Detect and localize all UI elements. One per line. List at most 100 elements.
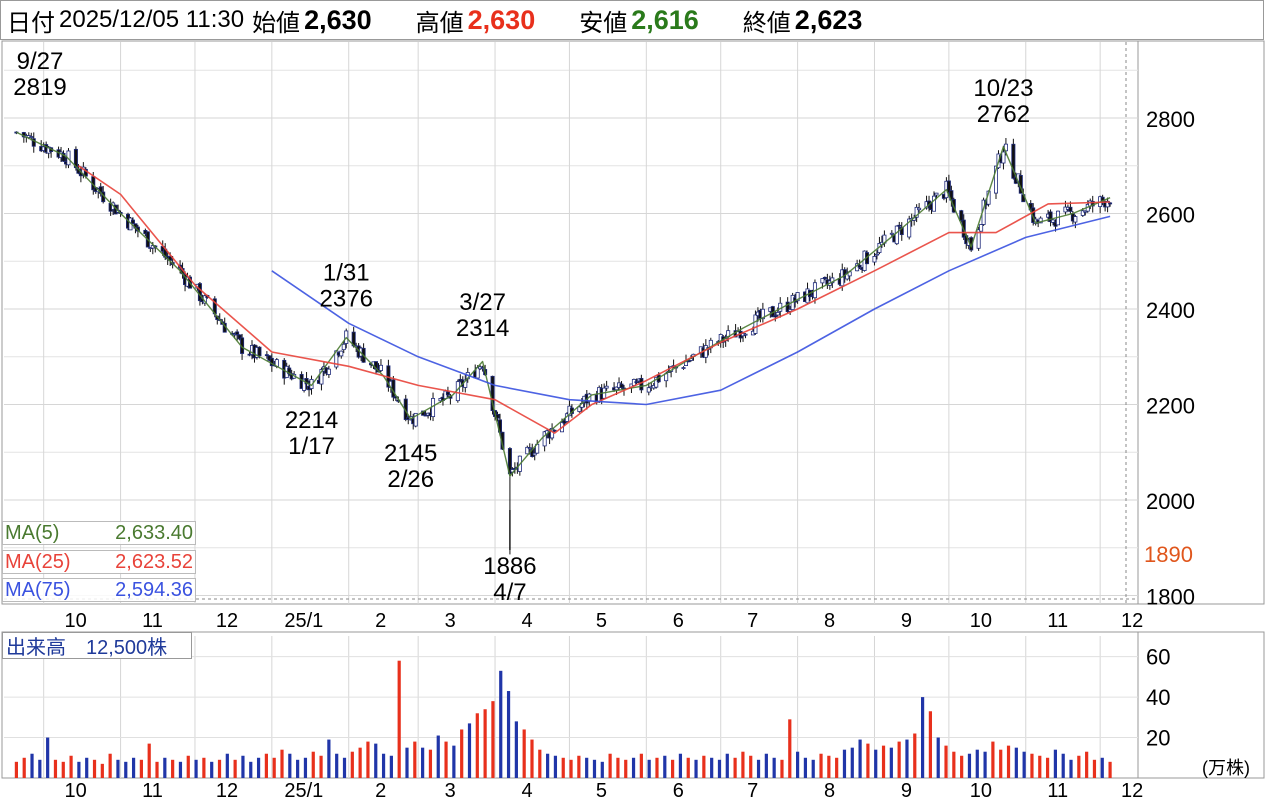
volume-bar — [405, 747, 409, 778]
price-tick-label: 2000 — [1146, 489, 1195, 514]
volume-month-label: 25/1 — [284, 780, 323, 802]
volume-bar — [881, 745, 886, 778]
volume-bar — [928, 711, 933, 778]
volume-bar — [147, 743, 151, 778]
volume-bar — [311, 751, 315, 778]
ma25-legend: MA(25) 2,623.52 — [2, 550, 196, 574]
volume-bar — [186, 755, 190, 778]
volume-bar — [1030, 753, 1034, 778]
volume-bar — [952, 751, 956, 778]
candle-body — [994, 165, 999, 194]
candle-body — [619, 383, 624, 389]
high-annotation-value: 2819 — [13, 74, 66, 101]
volume-bar — [764, 753, 768, 778]
volume-bar — [61, 761, 65, 778]
volume-bar — [889, 747, 893, 778]
volume-bar — [131, 757, 136, 778]
candle-body — [917, 207, 922, 211]
volume-bar — [178, 761, 183, 778]
volume-bar — [53, 759, 58, 778]
volume-bar — [475, 713, 479, 778]
high-label: 高値 — [415, 9, 464, 37]
ma5-line — [16, 131, 1111, 477]
candle-body — [1080, 210, 1085, 216]
candle-body — [897, 224, 902, 227]
candle-body — [788, 309, 793, 312]
volume-bar — [866, 743, 870, 778]
candle-body — [61, 152, 66, 162]
volume-bar — [944, 745, 948, 778]
volume-bar — [1022, 751, 1026, 778]
volume-bar — [342, 757, 347, 778]
volume-bar — [452, 745, 456, 778]
volume-bar — [358, 747, 362, 778]
volume-bar — [686, 757, 690, 778]
candle-body — [1048, 211, 1053, 223]
volume-bar — [499, 670, 503, 778]
volume-bar — [553, 755, 558, 778]
price-tick-label: 1800 — [1146, 585, 1195, 610]
volume-bar — [960, 755, 964, 778]
volume-bar — [14, 761, 18, 778]
candle-body — [899, 226, 904, 236]
volume-bar — [569, 759, 573, 778]
volume-bar — [116, 759, 120, 778]
ma5-label: MA(5) — [5, 521, 60, 544]
volume-bar — [780, 759, 784, 778]
volume-bar — [77, 761, 81, 778]
date-label: 日付 — [7, 9, 55, 37]
candle-body — [934, 192, 939, 196]
volume-bar — [225, 753, 229, 778]
volume-bar — [460, 729, 464, 778]
open-label: 始値 — [252, 9, 301, 37]
ma75-label: MA(75) — [5, 578, 71, 601]
volume-tick-label: 60 — [1146, 645, 1170, 670]
volume-bar — [210, 761, 214, 778]
candle-body — [646, 387, 651, 393]
candle-body — [822, 277, 827, 279]
candle-body — [979, 224, 984, 232]
volume-bar — [366, 741, 370, 778]
volume-bar — [920, 697, 925, 778]
volume-bar — [233, 759, 237, 778]
volume-month-label: 3 — [445, 780, 456, 802]
ma25-line — [77, 165, 1111, 434]
volume-bar — [436, 735, 440, 778]
volume-bar — [374, 743, 378, 778]
candle-body — [1051, 219, 1056, 223]
volume-bar — [467, 723, 472, 778]
last-close-marker: 1890 — [1144, 542, 1193, 567]
low-annotation-value: 1886 — [483, 553, 536, 580]
volume-bar — [1045, 757, 1050, 778]
candle-body — [1073, 216, 1078, 223]
volume-bar — [842, 749, 847, 778]
volume-bar — [483, 709, 487, 778]
volume-bar — [1006, 745, 1011, 778]
candle-body — [257, 346, 262, 357]
volume-bar — [897, 741, 901, 778]
volume-bar — [350, 751, 354, 778]
candle-body — [681, 367, 686, 369]
candle-body — [445, 391, 450, 396]
volume-bar — [319, 755, 323, 778]
volume-bar — [772, 757, 776, 778]
open-value: 2,630 — [304, 4, 372, 35]
candle-body — [907, 218, 912, 238]
low-annotation-date: 4/7 — [493, 579, 526, 606]
volume-tick-label: 40 — [1146, 685, 1170, 710]
volume-bar — [733, 757, 737, 778]
volume-bar — [171, 759, 175, 778]
volume-bar — [1053, 749, 1057, 778]
candle-body — [743, 333, 748, 336]
volume-bar — [819, 753, 823, 778]
month-label: 25/1 — [284, 610, 323, 632]
month-label: 10 — [970, 610, 992, 632]
low-annotation-date: 1/17 — [288, 433, 335, 460]
volume-bar — [639, 753, 643, 778]
volume-bar — [975, 749, 979, 778]
candle-body — [527, 447, 532, 450]
candle-body — [525, 446, 530, 455]
candle-body — [760, 308, 765, 320]
volume-bar — [647, 759, 651, 778]
